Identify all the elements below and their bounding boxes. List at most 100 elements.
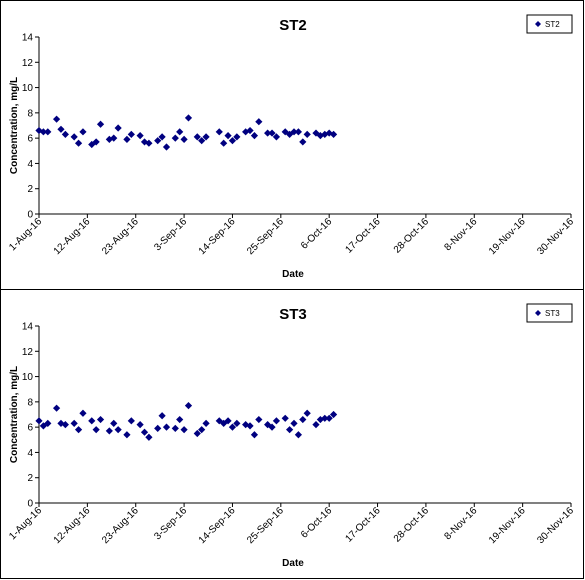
data-point [176, 415, 184, 424]
y-tick-label: 4 [27, 159, 33, 170]
data-point [39, 128, 47, 136]
data-point [193, 429, 201, 438]
data-point [299, 415, 307, 424]
data-point [294, 431, 303, 439]
x-axis-label: Date [282, 558, 304, 569]
data-point [268, 129, 276, 137]
x-tick-label: 19-Nov-16 [487, 505, 528, 546]
legend: ST2 [526, 14, 573, 34]
data-point [114, 426, 122, 434]
y-tick-label: 6 [27, 423, 33, 434]
data-point [281, 414, 289, 422]
data-point [136, 132, 144, 140]
data-point [88, 417, 96, 425]
data-point [198, 137, 206, 145]
data-point [114, 124, 122, 132]
data-point [281, 128, 289, 136]
data-point [215, 128, 223, 136]
data-point [158, 412, 166, 420]
data-point [299, 138, 307, 146]
data-point [321, 130, 329, 138]
data-point [180, 426, 188, 434]
scatter-chart-st3: ST3 0 2 4 6 8 10 12 14 1-Aug-16 12-Aug-16 23-Aug-16… [7, 303, 576, 569]
data-point [233, 133, 241, 141]
x-tick-label: 14-Sep-16 [197, 505, 238, 546]
x-tick-label: 8-Nov-16 [443, 505, 480, 542]
data-point [105, 427, 113, 435]
data-point [123, 431, 131, 439]
x-tick-label: 28-Oct-16 [392, 216, 432, 256]
y-tick-label: 8 [27, 108, 33, 119]
y-tick-label: 10 [22, 83, 34, 94]
x-tick-label: 14-Sep-16 [197, 216, 238, 257]
data-point [250, 431, 259, 439]
data-point [255, 118, 263, 126]
data-point [171, 134, 179, 142]
y-tick-label: 10 [22, 372, 34, 383]
y-tick-label: 14 [22, 33, 34, 44]
data-point [202, 419, 210, 427]
data-point [158, 133, 166, 141]
x-tick-label: 12-Aug-16 [52, 216, 93, 257]
data-point [312, 421, 320, 429]
data-point [294, 128, 303, 136]
data-point [110, 419, 118, 427]
legend-box [526, 14, 573, 34]
x-tick-label: 12-Aug-16 [52, 505, 93, 546]
data-point [145, 433, 153, 441]
x-tick-label: 3-Sep-16 [152, 505, 189, 542]
data-point [184, 402, 193, 410]
x-tick-label: 1-Aug-16 [7, 216, 44, 253]
data-point [92, 138, 100, 146]
data-point [321, 414, 329, 422]
x-tick-label: 1-Aug-16 [7, 505, 44, 542]
data-point [70, 133, 78, 141]
legend-diamond-icon [535, 21, 541, 27]
x-tick-label: 25-Sep-16 [245, 216, 286, 257]
x-tick-label: 23-Aug-16 [100, 216, 141, 257]
y-tick-label: 2 [27, 184, 33, 195]
x-tick-label: 30-Nov-16 [535, 216, 576, 257]
data-point [180, 135, 188, 144]
data-point [140, 428, 149, 436]
x-tick-label: 3-Sep-16 [152, 216, 189, 253]
y-axis-label: Concentration, mg/L [9, 77, 20, 174]
data-point [52, 115, 61, 123]
data-point [136, 421, 144, 429]
x-tick-label: 28-Oct-16 [392, 505, 432, 545]
y-tick-label: 8 [27, 397, 33, 408]
data-point [57, 125, 65, 133]
y-axis-label: Concentration, mg/L [9, 366, 20, 463]
y-tick-label: 2 [27, 473, 33, 484]
chart-panel-st2: ST2 0 2 4 6 8 10 12 14 1-Aug-16 12-Aug-16 23-Aug-16… [0, 0, 584, 290]
x-tick-label: 25-Sep-16 [245, 505, 286, 546]
data-point [74, 426, 83, 434]
legend-label: ST3 [545, 309, 560, 318]
data-point [79, 128, 87, 136]
data-point [110, 134, 118, 142]
data-point [312, 129, 320, 137]
y-tick-label: 4 [27, 448, 33, 459]
y-tick-label: 12 [22, 347, 34, 358]
data-point [193, 133, 201, 141]
legend: ST3 [526, 303, 573, 323]
data-point [96, 120, 105, 128]
x-tick-label: 23-Aug-16 [100, 505, 141, 546]
y-tick-label: 12 [22, 58, 34, 69]
data-point [255, 415, 263, 424]
data-point [35, 417, 43, 425]
data-point [250, 132, 259, 140]
chart-panel-st3: ST3 0 2 4 6 8 10 12 14 1-Aug-16 12-Aug-16 23-Aug-16… [0, 289, 584, 579]
x-tick-label: 8-Nov-16 [443, 216, 480, 253]
data-point [44, 128, 52, 136]
data-point [145, 139, 153, 147]
data-point [127, 130, 135, 138]
x-tick-label: 6-Oct-16 [299, 505, 335, 541]
data-point [224, 132, 232, 140]
x-tick-label: 17-Oct-16 [343, 505, 383, 545]
data-point [96, 415, 105, 424]
data-point [228, 137, 237, 145]
data-point [154, 424, 162, 433]
data-point [74, 139, 83, 147]
x-tick-label: 30-Nov-16 [535, 505, 576, 546]
